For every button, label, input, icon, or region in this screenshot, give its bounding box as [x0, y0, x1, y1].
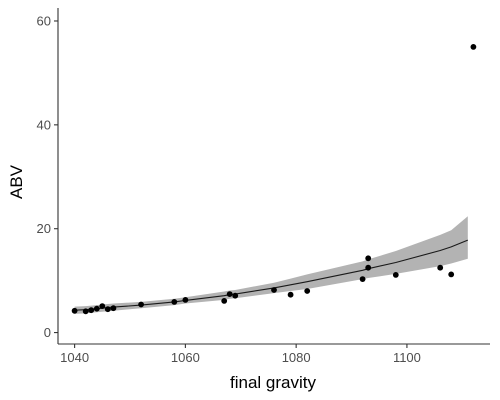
data-point: [182, 297, 189, 303]
y-tick-label: 40: [37, 117, 51, 132]
data-point: [71, 307, 78, 314]
data-point: [448, 271, 455, 278]
data-point: [138, 301, 145, 308]
data-point: [104, 306, 111, 313]
x-ticks: 1040 1060 1080 1100: [60, 344, 421, 365]
plot-area: [71, 44, 477, 315]
data-point: [99, 303, 106, 309]
y-tick-label: 60: [37, 13, 51, 28]
data-points: [71, 44, 477, 315]
y-ticks: 0 20 40 60: [37, 13, 58, 340]
x-axis-title: final gravity: [230, 373, 316, 392]
data-point: [221, 298, 228, 304]
data-point: [365, 264, 372, 271]
data-point: [437, 264, 444, 271]
x-tick-label: 1040: [60, 350, 89, 365]
data-point: [232, 292, 239, 299]
data-point: [82, 308, 89, 315]
data-point: [359, 276, 366, 282]
data-point: [88, 307, 95, 314]
data-point: [365, 255, 372, 262]
data-point: [392, 272, 399, 278]
x-tick-label: 1100: [393, 350, 421, 365]
x-tick-label: 1080: [282, 350, 311, 365]
data-point: [226, 291, 233, 297]
data-point: [110, 305, 117, 312]
data-point: [470, 44, 477, 50]
y-tick-label: 20: [37, 221, 51, 236]
data-point: [171, 299, 178, 305]
y-axis-title: ABV: [7, 164, 26, 199]
confidence-band: [74, 216, 468, 314]
data-point: [271, 287, 277, 293]
data-point: [93, 305, 100, 312]
data-point: [304, 288, 311, 294]
x-tick-label: 1060: [171, 350, 200, 365]
data-point: [287, 291, 294, 298]
y-tick-label: 0: [44, 325, 51, 340]
